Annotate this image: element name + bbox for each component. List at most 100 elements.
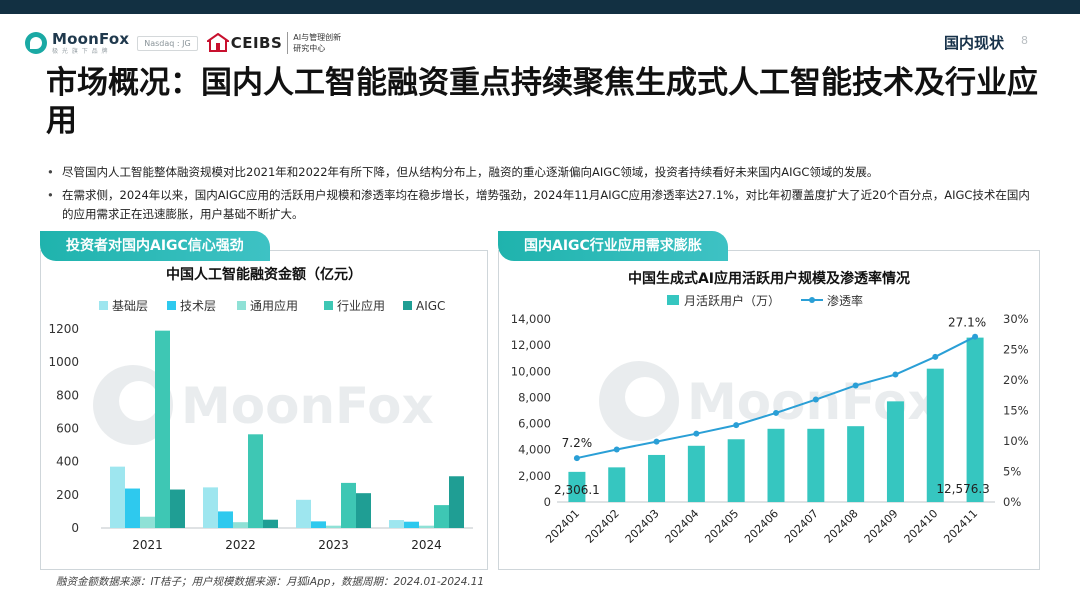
bar — [263, 519, 278, 528]
y-tick-label-left: 12,000 — [511, 338, 551, 352]
bar — [404, 521, 419, 528]
bar — [296, 499, 311, 528]
ceibs-logo-icon — [206, 33, 229, 52]
legend-label: 渗透率 — [827, 293, 863, 308]
bar-data-label: 12,576.3 — [936, 482, 989, 496]
bar — [356, 493, 371, 528]
watermark: MoonFox — [93, 365, 434, 445]
right-chart-panel: MoonFox 中国生成式AI应用活跃用户规模及渗透率情况 月活跃用户（万） 渗透率 0… — [498, 250, 1040, 570]
bar — [125, 488, 140, 528]
bar — [203, 487, 218, 528]
line-point — [852, 382, 859, 389]
x-tick-label: 202406 — [742, 507, 781, 546]
ceibs-description: AI与管理创新 研究中心 — [293, 32, 341, 54]
y-tick-label-left: 8,000 — [518, 390, 551, 404]
bar — [807, 428, 825, 502]
bar — [326, 525, 341, 528]
y-tick-label-left: 14,000 — [511, 312, 551, 326]
legend-swatch — [324, 301, 333, 310]
line-point — [892, 371, 899, 378]
watermark-logo-inner — [625, 377, 665, 417]
bar — [170, 489, 185, 528]
legend-swatch — [167, 301, 176, 310]
bar-data-label: 2,306.1 — [554, 483, 600, 497]
bar — [449, 476, 464, 528]
brand: MoonFox 极 光 旗 下 品 牌 — [52, 31, 129, 55]
section-label: 国内现状 — [943, 34, 1004, 52]
x-tick-label: 202411 — [941, 507, 980, 546]
ceibs-desc-line1: AI与管理创新 — [293, 33, 342, 42]
line-data-label: 7.2% — [562, 436, 593, 450]
chart-title: 中国生成式AI应用活跃用户规模及渗透率情况 — [628, 270, 910, 287]
x-tick-label: 202404 — [663, 507, 702, 546]
legend-label: 通用应用 — [250, 298, 298, 313]
line-point — [972, 333, 979, 340]
legend-label: 技术层 — [180, 299, 216, 313]
bar — [311, 521, 326, 528]
bar — [727, 439, 745, 502]
y-tick-label: 400 — [56, 455, 79, 469]
legend-swatch — [667, 295, 679, 305]
x-tick-label: 2021 — [132, 538, 163, 552]
y-tick-label-right: 10% — [1003, 434, 1029, 448]
brand-tagline: 极 光 旗 下 品 牌 — [52, 47, 109, 55]
bullet-list: 尽管国内人工智能整体融资规模对比2021年和2022年有所下降，但从结构分布上，… — [46, 163, 1036, 228]
y-tick-label-left: 0 — [544, 495, 551, 509]
x-tick-label: 202401 — [543, 507, 582, 546]
y-tick-label-right: 15% — [1003, 404, 1029, 418]
legend-label: AIGC — [416, 299, 445, 313]
bar — [389, 520, 404, 528]
x-tick-label: 202409 — [862, 507, 901, 546]
bar — [419, 525, 434, 528]
x-tick-label: 2022 — [225, 538, 256, 552]
bar — [926, 368, 944, 502]
legend-label: 基础层 — [112, 299, 148, 313]
x-tick-label: 202403 — [623, 507, 662, 546]
ceibs-divider — [287, 32, 289, 54]
bar — [233, 522, 248, 528]
page-number: 8 — [1021, 34, 1028, 47]
line-point — [693, 430, 700, 437]
x-tick-label: 202405 — [702, 507, 741, 546]
header-logos: MoonFox 极 光 旗 下 品 牌 Nasdaq : JG CEIBS AI… — [24, 26, 341, 60]
bar — [341, 482, 356, 528]
data-source-note: 融资金额数据来源：IT桔子；用户规模数据来源：月狐iApp，数据周期：2024.… — [56, 576, 485, 588]
line-point — [573, 455, 580, 462]
bar — [248, 434, 263, 528]
bar — [886, 401, 904, 502]
bar — [218, 511, 233, 528]
bar — [110, 466, 125, 528]
x-tick-label: 202402 — [583, 507, 622, 546]
moonfox-logo-icon — [25, 32, 47, 54]
line-point — [932, 353, 939, 360]
y-tick-label: 200 — [56, 488, 79, 502]
x-tick-label: 202408 — [822, 507, 861, 546]
y-tick-label-left: 4,000 — [518, 443, 551, 457]
legend-marker — [809, 297, 815, 303]
bar — [608, 467, 626, 502]
y-tick-label: 0 — [71, 521, 79, 535]
watermark-logo-icon — [599, 361, 679, 441]
legend-label: 月活跃用户（万） — [684, 293, 780, 308]
chart-title: 中国人工智能融资金额（亿元） — [166, 266, 362, 283]
bullet-item-1: 尽管国内人工智能整体融资规模对比2021年和2022年有所下降，但从结构分布上，… — [46, 163, 1036, 182]
y-tick-label: 800 — [56, 388, 79, 402]
line-point — [773, 409, 779, 416]
ceibs-name: CEIBS — [230, 34, 283, 52]
bar — [155, 330, 170, 528]
y-tick-label-right: 0% — [1003, 495, 1021, 509]
bar — [434, 505, 449, 528]
watermark-logo-icon — [93, 365, 173, 445]
x-tick-label: 202410 — [902, 507, 941, 546]
bar — [140, 516, 155, 528]
legend-swatch — [403, 301, 412, 310]
x-tick-label: 2024 — [411, 538, 442, 552]
bullet-item-2: 在需求侧，2024年以来，国内AIGC应用的活跃用户规模和渗透率均在稳步增长，增… — [46, 186, 1036, 224]
line-point — [613, 446, 620, 453]
y-tick-label: 1200 — [48, 322, 79, 336]
y-tick-label-right: 30% — [1003, 312, 1029, 326]
y-tick-label-left: 2,000 — [518, 469, 551, 483]
y-tick-label: 1000 — [48, 355, 79, 369]
y-tick-label: 600 — [56, 422, 79, 436]
